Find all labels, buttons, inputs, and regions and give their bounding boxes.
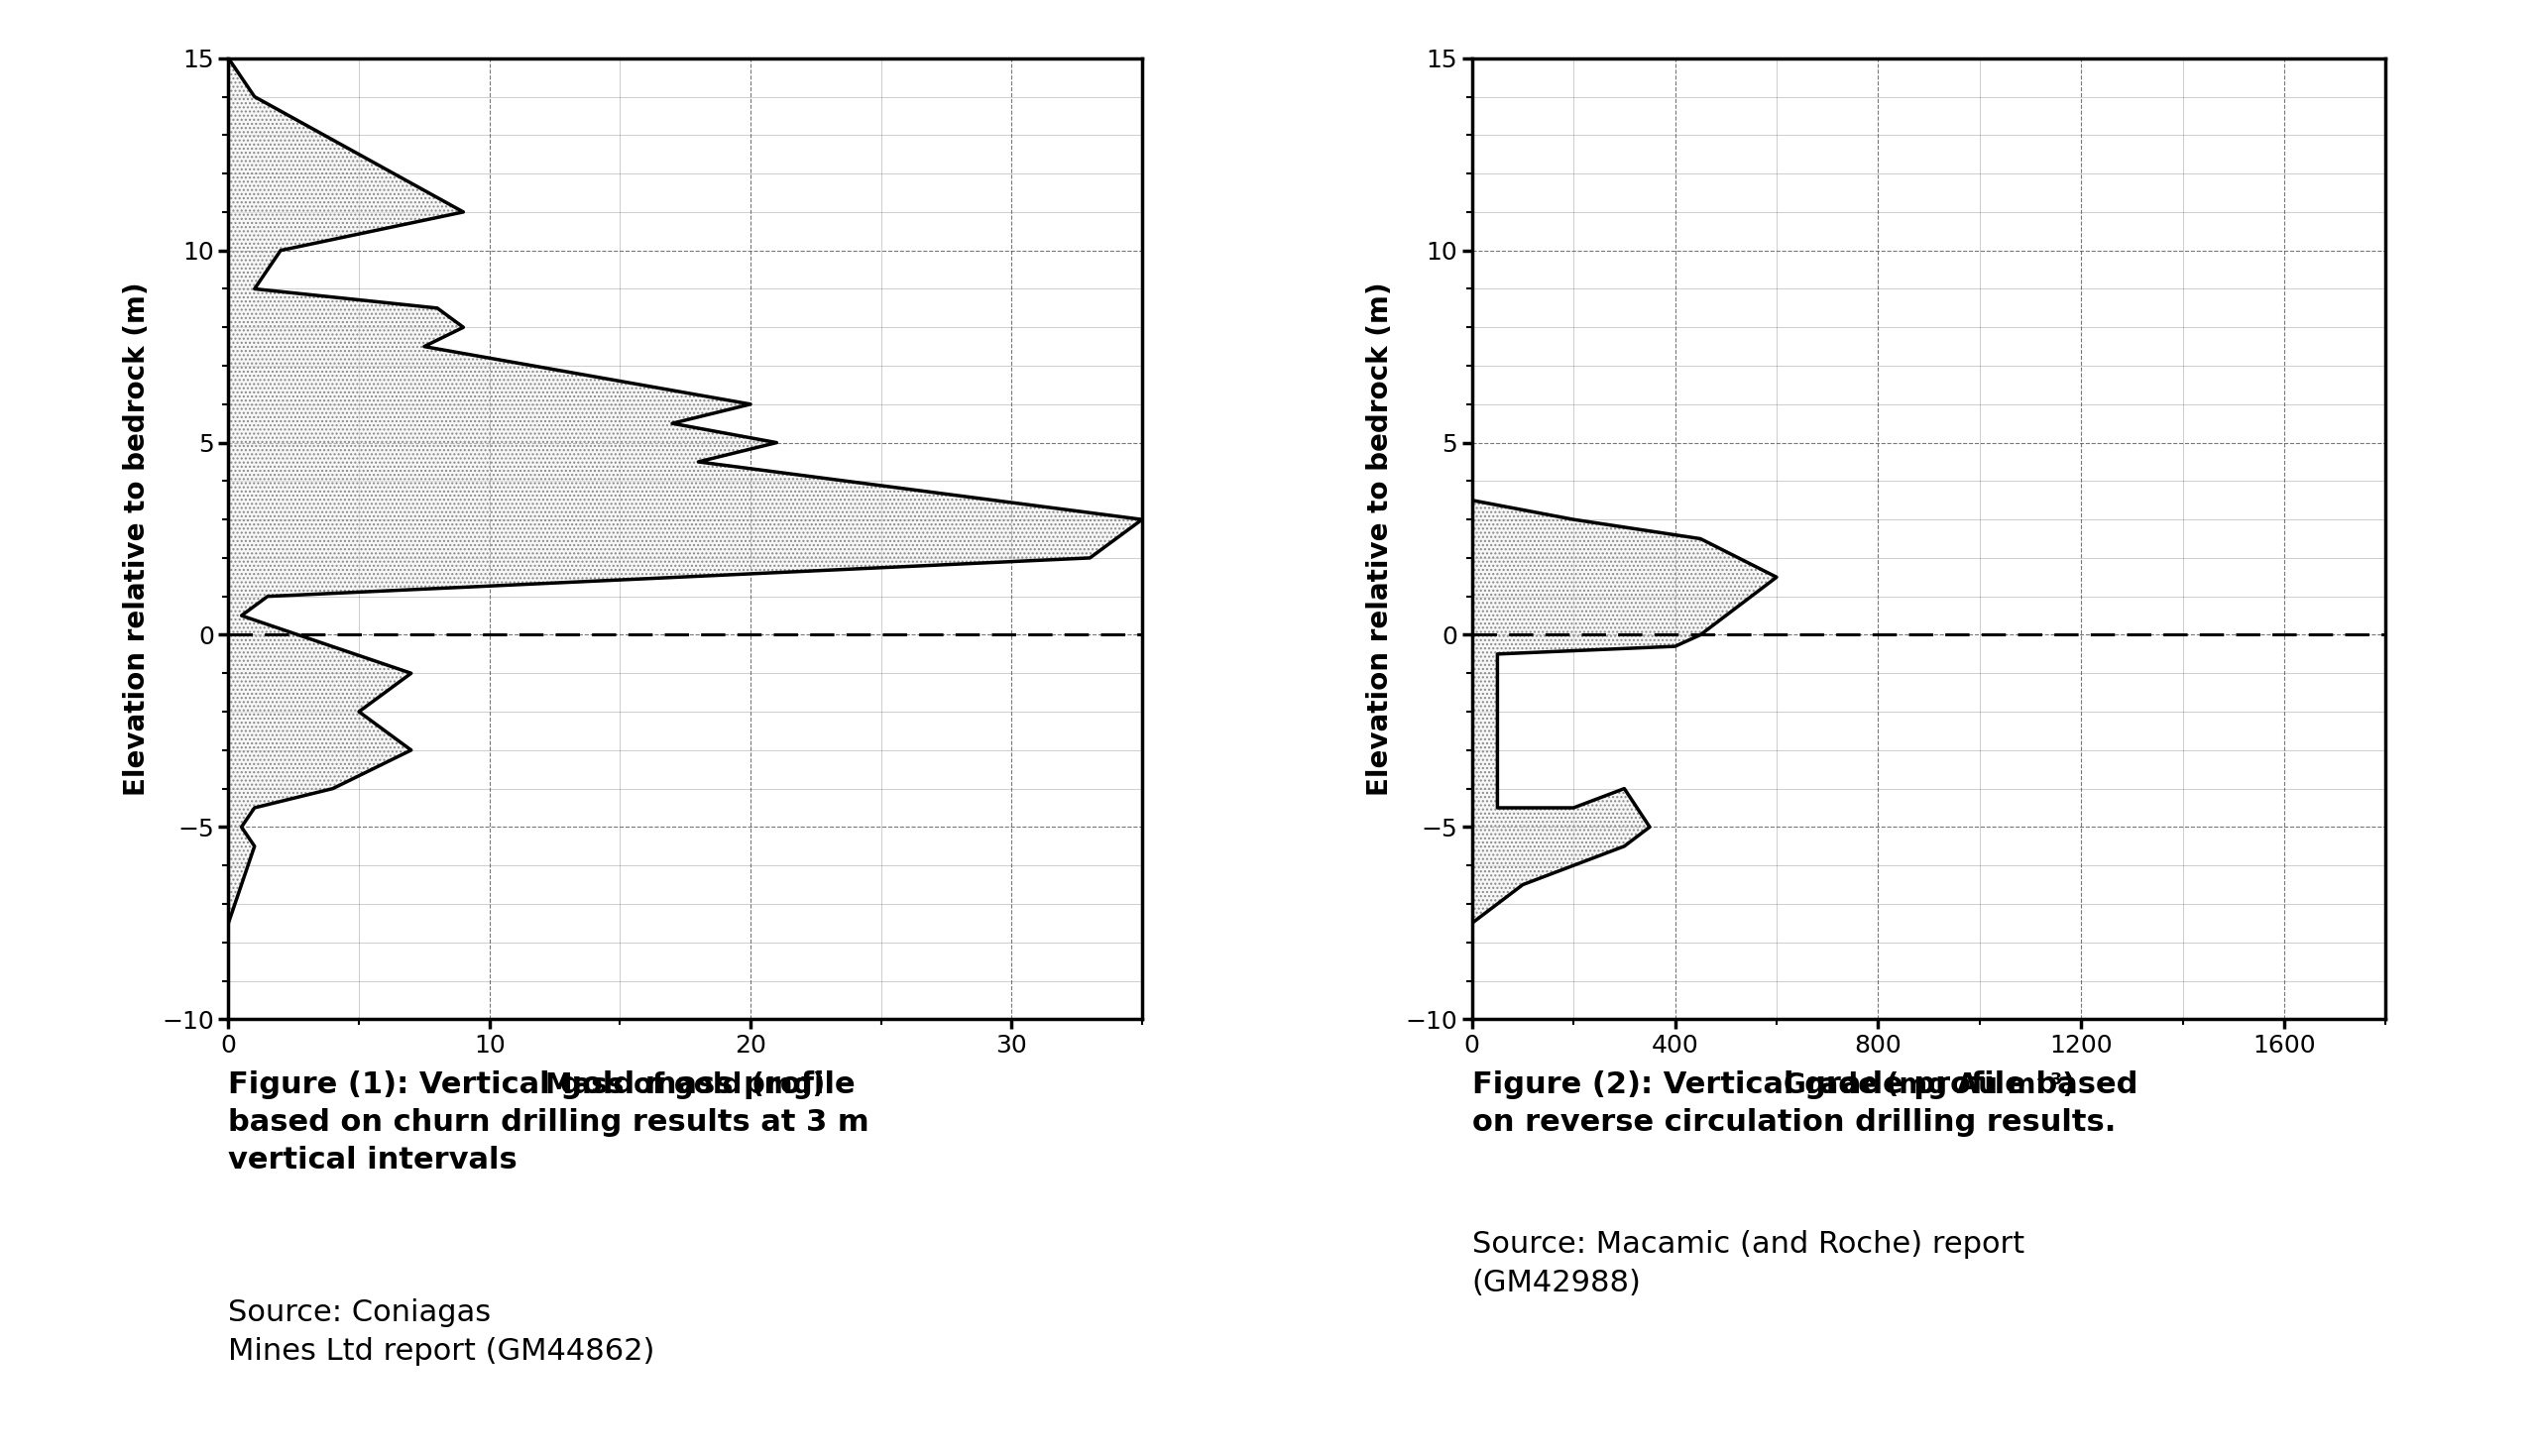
X-axis label: Mass of gold (mg): Mass of gold (mg) xyxy=(546,1072,825,1099)
Text: Source: Coniagas
Mines Ltd report (GM44862): Source: Coniagas Mines Ltd report (GM448… xyxy=(228,1299,655,1366)
Y-axis label: Elevation relative to bedrock (m): Elevation relative to bedrock (m) xyxy=(122,281,150,796)
Y-axis label: Elevation relative to bedrock (m): Elevation relative to bedrock (m) xyxy=(1365,281,1393,796)
Text: Figure (1): Vertical gold mass profile
based on churn drilling results at 3 m
ve: Figure (1): Vertical gold mass profile b… xyxy=(228,1070,871,1175)
Text: Figure (2): Vertical grade profile based
on reverse circulation drilling results: Figure (2): Vertical grade profile based… xyxy=(1472,1070,2137,1137)
X-axis label: Grade (mg Au m⁻³): Grade (mg Au m⁻³) xyxy=(1784,1072,2074,1099)
Text: Source: Macamic (and Roche) report
(GM42988): Source: Macamic (and Roche) report (GM42… xyxy=(1472,1230,2025,1297)
